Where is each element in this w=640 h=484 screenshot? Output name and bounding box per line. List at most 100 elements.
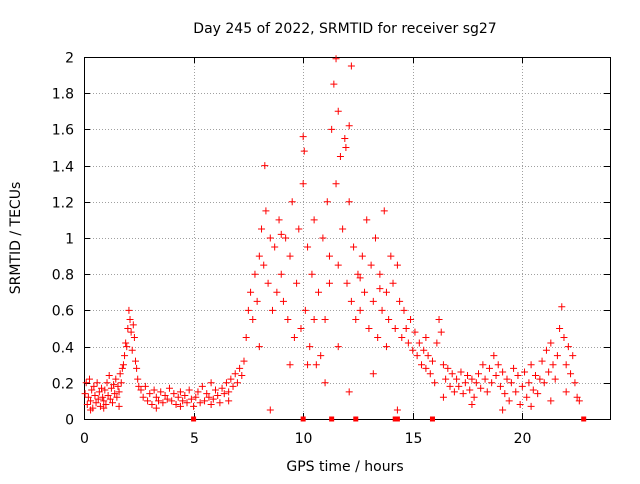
data-point	[115, 402, 123, 410]
axis-marker	[300, 416, 306, 422]
data-point	[203, 390, 211, 398]
data-point	[279, 297, 287, 305]
data-point	[170, 390, 178, 398]
data-point	[402, 325, 410, 332]
data-point	[271, 243, 279, 251]
data-point	[229, 382, 237, 390]
data-point	[238, 372, 246, 380]
x-tick-label: 10	[295, 431, 313, 447]
data-points	[81, 55, 587, 422]
data-point	[496, 382, 504, 390]
data-point	[288, 198, 296, 206]
y-tick-label: 2	[65, 51, 74, 67]
data-point	[380, 207, 388, 215]
data-point	[264, 279, 272, 287]
data-point	[494, 361, 502, 369]
y-tick-label: 0.4	[52, 341, 74, 357]
data-point	[101, 386, 109, 394]
data-point	[179, 397, 187, 405]
data-point	[378, 306, 386, 314]
data-point	[301, 306, 309, 314]
data-point	[266, 234, 274, 242]
data-point	[345, 122, 353, 130]
data-point	[518, 382, 526, 390]
data-point	[185, 386, 193, 394]
data-point	[571, 379, 579, 387]
data-point	[387, 252, 395, 260]
y-tick-label: 1.6	[52, 123, 74, 139]
data-point	[567, 370, 575, 378]
data-point	[201, 397, 209, 405]
data-point	[347, 297, 355, 305]
data-point	[118, 364, 126, 372]
data-point	[317, 352, 325, 360]
data-point	[159, 399, 167, 407]
data-point	[464, 372, 472, 380]
data-point	[439, 361, 447, 369]
data-point	[304, 361, 312, 369]
axis-marker	[581, 416, 587, 422]
data-point	[343, 279, 351, 287]
data-point	[133, 364, 141, 372]
data-point	[461, 379, 469, 387]
data-point	[194, 388, 202, 396]
data-point	[488, 379, 496, 387]
data-point	[155, 397, 163, 405]
data-point	[174, 393, 182, 401]
data-point	[404, 339, 412, 347]
data-point	[516, 401, 524, 409]
data-point	[409, 346, 417, 354]
data-point	[297, 325, 305, 332]
data-point	[376, 285, 384, 293]
data-point	[293, 279, 301, 287]
data-point	[300, 147, 308, 155]
data-point	[119, 361, 127, 369]
data-point	[152, 393, 160, 401]
data-point	[385, 315, 393, 323]
data-point	[83, 401, 91, 409]
data-point	[103, 379, 111, 387]
data-point	[266, 406, 274, 414]
y-tick-label: 1.4	[52, 160, 74, 176]
data-point	[88, 386, 96, 394]
data-point	[231, 370, 239, 378]
data-point	[361, 288, 369, 296]
data-point	[393, 406, 401, 414]
data-point	[134, 375, 142, 383]
data-point	[148, 401, 156, 409]
data-point	[356, 306, 364, 314]
data-point	[448, 370, 456, 378]
data-point	[547, 397, 555, 405]
data-point	[455, 382, 463, 390]
data-point	[352, 315, 360, 323]
y-tick-label: 1.2	[52, 196, 74, 212]
data-point	[527, 402, 535, 410]
data-point	[531, 372, 539, 380]
data-point	[275, 216, 283, 224]
data-point	[542, 346, 550, 354]
data-point	[227, 375, 235, 383]
data-point	[123, 343, 131, 351]
data-point	[121, 352, 129, 360]
data-point	[304, 243, 312, 251]
data-point	[260, 261, 268, 269]
series-sg27	[81, 55, 587, 422]
data-point	[299, 180, 307, 188]
data-point	[113, 393, 121, 401]
x-tick-label: 20	[514, 431, 532, 447]
data-point	[328, 125, 336, 133]
data-point	[176, 402, 184, 410]
data-point	[198, 382, 206, 390]
data-point	[306, 343, 314, 351]
data-point	[334, 107, 342, 115]
data-point	[95, 388, 103, 396]
data-point	[102, 401, 110, 409]
data-point	[510, 364, 518, 372]
data-point	[183, 399, 191, 407]
data-point	[152, 404, 160, 412]
y-tick-label: 1	[65, 232, 74, 248]
data-point	[470, 393, 478, 401]
data-point	[116, 370, 124, 378]
data-point	[100, 397, 108, 405]
